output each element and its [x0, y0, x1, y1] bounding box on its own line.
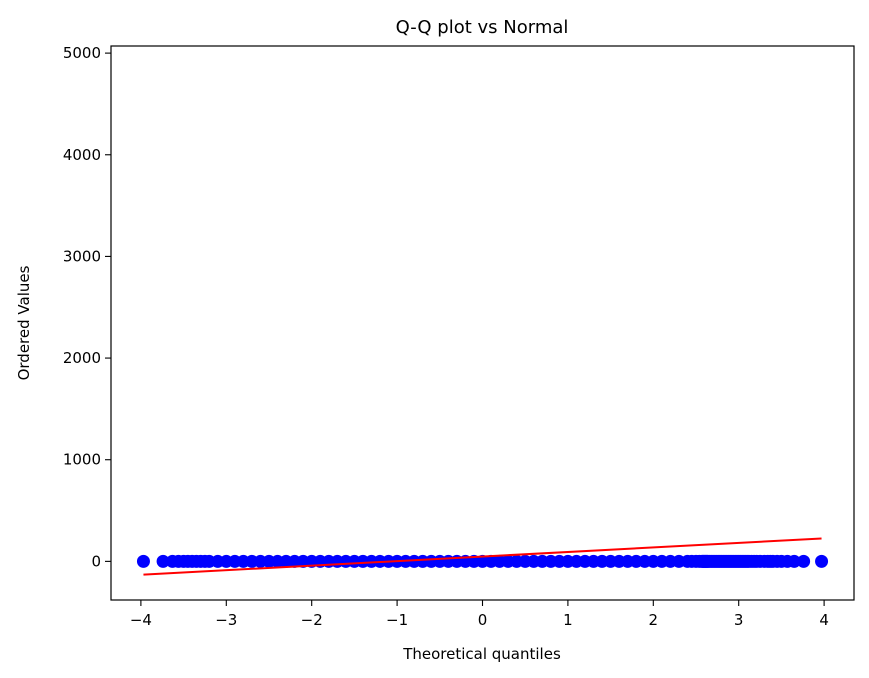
x-tick-label: −3 [215, 611, 237, 629]
y-axis-ticks: 0 1000 2000 3000 4000 5000 [63, 44, 111, 570]
y-tick-label: 3000 [63, 247, 101, 265]
data-point [156, 554, 170, 568]
x-tick-label: 1 [563, 611, 573, 629]
x-axis-ticks: −4 −3 −2 −1 0 1 2 3 4 [130, 600, 829, 629]
data-point [136, 554, 150, 568]
y-tick-label: 4000 [63, 146, 101, 164]
x-tick-label: −4 [130, 611, 152, 629]
x-tick-label: 4 [819, 611, 829, 629]
x-axis-label: Theoretical quantiles [402, 645, 561, 663]
x-tick-label: −2 [301, 611, 323, 629]
x-tick-label: 0 [478, 611, 488, 629]
x-tick-label: 3 [734, 611, 744, 629]
y-tick-label: 1000 [63, 451, 101, 469]
y-tick-label: 5000 [63, 44, 101, 62]
x-tick-label: −1 [386, 611, 408, 629]
plot-area: −4 −3 −2 −1 0 1 2 3 4 0 1000 2000 3000 4000 5000 [63, 44, 855, 629]
x-tick-label: 2 [649, 611, 659, 629]
chart-title: Q-Q plot vs Normal [396, 17, 569, 38]
fit-line-layer [143, 537, 822, 576]
y-tick-label: 2000 [63, 349, 101, 367]
y-tick-label: 0 [91, 552, 101, 570]
data-point [787, 554, 801, 568]
fit-line [143, 537, 822, 576]
data-point [797, 554, 811, 568]
data-point [815, 554, 829, 568]
y-axis-label: Ordered Values [15, 265, 33, 380]
